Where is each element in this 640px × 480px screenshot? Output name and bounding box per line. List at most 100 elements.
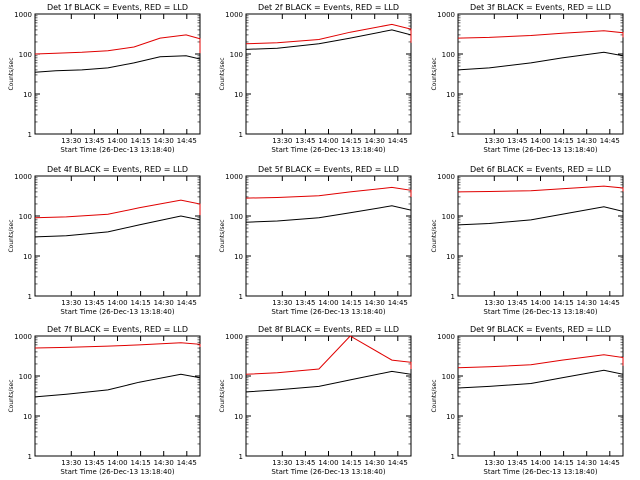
y-tick-label: 1	[239, 453, 243, 461]
x-tick-label: 13:45	[295, 137, 315, 145]
x-tick-label: 13:30	[272, 459, 292, 467]
x-tick-label: 14:00	[318, 459, 338, 467]
y-tick-label: 1	[28, 453, 32, 461]
y-tick-label: 10	[23, 253, 32, 261]
x-tick-label: 13:30	[484, 459, 504, 467]
y-axis-label: Counts/sec	[431, 57, 438, 90]
x-tick-label: 13:30	[272, 137, 292, 145]
x-tick-label: 14:15	[131, 299, 151, 307]
events-line	[245, 29, 412, 50]
x-tick-label: 13:45	[295, 299, 315, 307]
x-tick-label: 13:45	[84, 459, 104, 467]
y-tick-label: 100	[230, 51, 243, 59]
events-line	[34, 55, 201, 73]
x-axis-label: Start Time (26-Dec-13 13:18:40)	[271, 146, 385, 154]
y-axis-label: Counts/sec	[8, 379, 15, 412]
plot-frame	[457, 13, 624, 135]
events-line	[457, 51, 624, 71]
lld-line	[457, 185, 624, 193]
x-axis-label: Start Time (26-Dec-13 13:18:40)	[271, 308, 385, 316]
x-tick-label: 14:00	[107, 137, 127, 145]
x-tick-label: 14:45	[388, 137, 408, 145]
x-tick-label: 14:45	[177, 459, 197, 467]
chart-title: Det 8f BLACK = Events, RED = LLD	[258, 325, 399, 334]
x-axis-label: Start Time (26-Dec-13 13:18:40)	[60, 146, 174, 154]
y-tick-label: 100	[442, 213, 455, 221]
y-tick-label: 1	[28, 131, 32, 139]
y-tick-label: 10	[23, 91, 32, 99]
plot-frame	[245, 175, 412, 297]
chart-title: Det 9f BLACK = Events, RED = LLD	[470, 325, 611, 334]
chart-title: Det 6f BLACK = Events, RED = LLD	[470, 165, 611, 174]
chart-title: Det 1f BLACK = Events, RED = LLD	[47, 3, 188, 12]
x-tick-label: 14:30	[365, 459, 385, 467]
x-tick-label: 14:45	[600, 299, 620, 307]
y-tick-label: 100	[230, 213, 243, 221]
x-tick-label: 13:45	[295, 459, 315, 467]
plot-frame	[245, 13, 412, 135]
x-axis-label: Start Time (26-Dec-13 13:18:40)	[60, 308, 174, 316]
events-line	[34, 373, 201, 398]
x-tick-label: 14:45	[600, 137, 620, 145]
x-tick-label: 14:00	[530, 137, 550, 145]
x-tick-label: 14:15	[131, 459, 151, 467]
x-axis-label: Start Time (26-Dec-13 13:18:40)	[483, 146, 597, 154]
x-tick-label: 14:30	[577, 459, 597, 467]
lld-line	[34, 342, 201, 349]
x-axis-label: Start Time (26-Dec-13 13:18:40)	[483, 468, 597, 476]
chart-panel: Det 6f BLACK = Events, RED = LLD 1 10 100 10…	[431, 165, 624, 316]
x-tick-label: 14:45	[600, 459, 620, 467]
x-tick-label: 14:30	[365, 299, 385, 307]
y-tick-label: 10	[234, 413, 243, 421]
lld-line	[457, 30, 624, 39]
lld-line	[245, 335, 412, 375]
y-axis-label: Counts/sec	[219, 219, 226, 252]
y-tick-label: 1000	[437, 333, 455, 341]
x-tick-label: 14:30	[577, 299, 597, 307]
y-tick-label: 100	[230, 373, 243, 381]
x-tick-label: 13:45	[84, 299, 104, 307]
plot-frame	[245, 335, 412, 457]
events-line	[245, 370, 412, 393]
lld-line	[245, 186, 412, 199]
y-tick-label: 100	[19, 213, 32, 221]
y-tick-label: 100	[19, 51, 32, 59]
y-tick-label: 1000	[225, 11, 243, 19]
x-tick-label: 13:30	[272, 299, 292, 307]
x-tick-label: 14:15	[342, 137, 362, 145]
y-tick-label: 100	[19, 373, 32, 381]
plot-frame	[34, 335, 201, 457]
events-line	[457, 369, 624, 389]
x-tick-label: 14:30	[365, 137, 385, 145]
x-tick-label: 14:15	[554, 299, 574, 307]
chart-panel: Det 3f BLACK = Events, RED = LLD 1 10 100 10…	[431, 3, 624, 154]
chart-panel: Det 9f BLACK = Events, RED = LLD 1 10 100 10…	[431, 325, 624, 476]
y-tick-label: 1	[28, 293, 32, 301]
x-tick-label: 13:30	[484, 137, 504, 145]
plot-frame	[457, 335, 624, 457]
chart-title: Det 7f BLACK = Events, RED = LLD	[47, 325, 188, 334]
x-tick-label: 14:30	[154, 137, 174, 145]
x-tick-label: 14:30	[577, 137, 597, 145]
y-tick-label: 100	[442, 51, 455, 59]
x-tick-label: 14:45	[177, 137, 197, 145]
chart-title: Det 5f BLACK = Events, RED = LLD	[258, 165, 399, 174]
y-tick-label: 1	[239, 293, 243, 301]
y-axis-label: Counts/sec	[431, 219, 438, 252]
y-tick-label: 1000	[14, 333, 32, 341]
chart-title: Det 4f BLACK = Events, RED = LLD	[47, 165, 188, 174]
events-line	[34, 215, 201, 238]
lld-line	[457, 354, 624, 369]
y-tick-label: 1000	[225, 333, 243, 341]
y-axis-label: Counts/sec	[431, 379, 438, 412]
y-tick-label: 10	[23, 413, 32, 421]
y-tick-label: 1000	[437, 11, 455, 19]
y-axis-label: Counts/sec	[8, 219, 15, 252]
y-tick-label: 1000	[437, 173, 455, 181]
chart-title: Det 3f BLACK = Events, RED = LLD	[470, 3, 611, 12]
y-tick-label: 10	[234, 91, 243, 99]
y-tick-label: 1	[451, 131, 455, 139]
y-axis-label: Counts/sec	[8, 57, 15, 90]
y-tick-label: 10	[234, 253, 243, 261]
